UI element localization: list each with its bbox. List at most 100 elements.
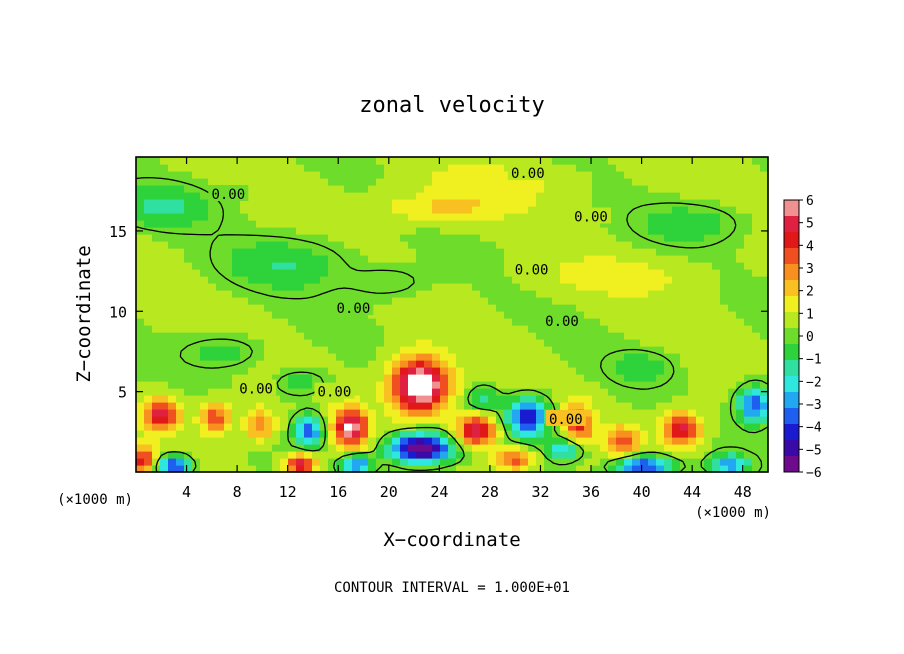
field-cell [696, 157, 705, 165]
field-cell [496, 423, 505, 431]
field-cell [592, 248, 601, 256]
field-cell [520, 374, 529, 382]
field-cell [152, 164, 161, 172]
field-cell [688, 339, 697, 347]
field-cell [344, 227, 353, 235]
field-cell [288, 185, 297, 193]
field-cell [448, 234, 457, 242]
field-cell [744, 290, 753, 298]
field-cell [480, 269, 489, 277]
field-cell [680, 339, 689, 347]
field-cell [392, 206, 401, 214]
field-cell [280, 276, 289, 284]
field-cell [424, 444, 433, 452]
field-cell [208, 283, 217, 291]
field-cell [384, 381, 393, 389]
field-cell [304, 297, 313, 305]
field-cell [656, 234, 665, 242]
field-cell [568, 353, 577, 361]
field-cell [256, 157, 265, 165]
field-cell [160, 234, 169, 242]
field-cell [488, 241, 497, 249]
field-cell [680, 430, 689, 438]
field-cell [160, 290, 169, 298]
field-cell [464, 437, 473, 445]
field-cell [384, 388, 393, 396]
field-cell [504, 395, 513, 403]
field-cell [408, 269, 417, 277]
field-cell [640, 283, 649, 291]
field-cell [160, 248, 169, 256]
field-cell [552, 297, 561, 305]
field-cell [288, 248, 297, 256]
field-cell [488, 283, 497, 291]
field-cell [616, 409, 625, 417]
field-cell [360, 206, 369, 214]
field-cell [368, 444, 377, 452]
field-cell [424, 458, 433, 466]
field-cell [464, 206, 473, 214]
field-cell [488, 444, 497, 452]
field-cell [440, 157, 449, 165]
field-cell [320, 311, 329, 319]
field-cell [600, 304, 609, 312]
field-cell [480, 304, 489, 312]
field-cell [712, 157, 721, 165]
field-cell [224, 437, 233, 445]
field-cell [184, 234, 193, 242]
field-cell [680, 451, 689, 459]
field-cell [552, 367, 561, 375]
field-cell [528, 416, 537, 424]
field-cell [408, 311, 417, 319]
field-cell [760, 213, 769, 221]
field-cell [640, 213, 649, 221]
field-cell [184, 276, 193, 284]
field-cell [680, 192, 689, 200]
field-cell [304, 346, 313, 354]
field-cell [592, 234, 601, 242]
field-cell [728, 395, 737, 403]
field-cell [224, 325, 233, 333]
field-cell [728, 157, 737, 165]
field-cell [560, 367, 569, 375]
field-cell [352, 171, 361, 179]
field-cell [600, 227, 609, 235]
field-cell [520, 388, 529, 396]
field-cell [640, 206, 649, 214]
field-cell [648, 220, 657, 228]
field-cell [512, 346, 521, 354]
field-cell [504, 353, 513, 361]
field-cell [384, 339, 393, 347]
field-cell [160, 437, 169, 445]
field-cell [608, 346, 617, 354]
field-cell [552, 374, 561, 382]
field-cell [176, 164, 185, 172]
field-cell [632, 192, 641, 200]
field-cell [424, 164, 433, 172]
field-cell [384, 255, 393, 263]
field-cell [168, 339, 177, 347]
field-cell [680, 332, 689, 340]
field-cell [392, 325, 401, 333]
colorbar-tick-label: 1 [806, 307, 814, 322]
field-cell [240, 269, 249, 277]
field-cell [720, 325, 729, 333]
field-cell [200, 262, 209, 270]
field-cell [432, 248, 441, 256]
field-cell [632, 353, 641, 361]
field-cell [624, 283, 633, 291]
field-cell [416, 213, 425, 221]
field-cell [600, 255, 609, 263]
field-cell [496, 465, 505, 473]
field-cell [424, 171, 433, 179]
field-cell [584, 402, 593, 410]
field-cell [336, 276, 345, 284]
field-cell [696, 255, 705, 263]
field-cell [704, 248, 713, 256]
field-cell [568, 227, 577, 235]
field-cell [360, 157, 369, 165]
field-cell [240, 318, 249, 326]
field-cell [200, 290, 209, 298]
field-cell [264, 465, 273, 473]
field-cell [456, 283, 465, 291]
